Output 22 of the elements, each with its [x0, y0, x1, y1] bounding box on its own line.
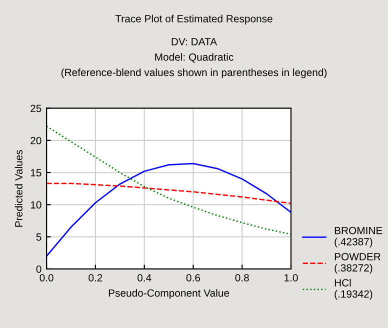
- legend-label: HCl (.19342): [334, 278, 372, 300]
- legend-label: BROMINE (.42387): [334, 226, 382, 248]
- chart-title: Trace Plot of Estimated Response: [115, 14, 272, 24]
- y-tick-label: 0: [36, 265, 42, 273]
- line-series: [46, 162, 291, 257]
- x-axis-title: Pseudo-Component Value: [108, 289, 230, 299]
- legend-label: POWDER (.38272): [334, 252, 380, 274]
- x-tick-label: 0.8: [235, 274, 249, 282]
- y-tick-label: 25: [30, 104, 42, 112]
- x-tick-label: 0.4: [138, 274, 152, 282]
- x-tick-label: 0.0: [40, 274, 54, 282]
- x-tick-label: 0.6: [186, 274, 200, 282]
- y-tick-label: 5: [36, 233, 42, 241]
- y-tick-label: 20: [30, 136, 42, 144]
- line-series: [46, 182, 291, 204]
- line-series: [46, 126, 291, 235]
- y-axis-title: Predicted Values: [14, 150, 22, 227]
- x-tick-label: 0.2: [88, 274, 102, 282]
- y-tick-label: 10: [30, 201, 42, 209]
- y-tick-label: 15: [30, 169, 42, 176]
- x-tick-label: 1.0: [284, 274, 298, 282]
- chart-subtitle: DV: DATA Model: Quadratic (Reference-blend values shown in parentheses in legend): [61, 38, 327, 78]
